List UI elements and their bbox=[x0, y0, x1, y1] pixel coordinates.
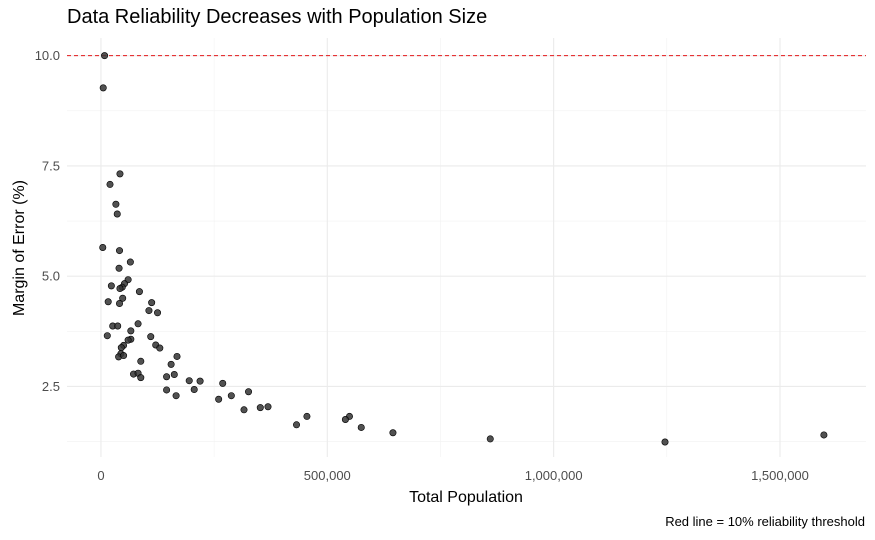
data-point bbox=[264, 403, 272, 411]
data-point bbox=[145, 307, 153, 315]
y-tick-label: 5.0 bbox=[42, 269, 60, 284]
data-point bbox=[116, 285, 124, 293]
data-point bbox=[170, 371, 178, 379]
data-point bbox=[120, 352, 128, 360]
data-point bbox=[172, 392, 180, 400]
data-point bbox=[99, 84, 107, 92]
x-axis-title: Total Population bbox=[409, 489, 523, 506]
chart-title: Data Reliability Decreases with Populati… bbox=[67, 6, 488, 28]
x-tick-label: 0 bbox=[97, 468, 104, 483]
data-point bbox=[303, 412, 311, 420]
data-point bbox=[104, 298, 112, 306]
data-point bbox=[101, 52, 109, 60]
data-point bbox=[114, 322, 122, 330]
data-point bbox=[135, 288, 143, 296]
data-point bbox=[820, 431, 828, 439]
data-point bbox=[103, 332, 111, 340]
data-point bbox=[486, 435, 494, 443]
x-tick-label: 1,000,000 bbox=[525, 468, 583, 483]
data-point bbox=[107, 282, 115, 290]
y-axis-title: Margin of Error (%) bbox=[11, 180, 28, 316]
data-point bbox=[240, 406, 248, 414]
data-point bbox=[113, 210, 121, 218]
data-point bbox=[99, 244, 107, 252]
data-point bbox=[134, 320, 142, 328]
data-point bbox=[190, 386, 198, 394]
data-point bbox=[357, 423, 365, 431]
y-tick-label: 7.5 bbox=[42, 158, 60, 173]
y-tick-label: 2.5 bbox=[42, 379, 60, 394]
data-points bbox=[99, 52, 828, 446]
data-point bbox=[116, 247, 124, 255]
data-point bbox=[119, 294, 127, 302]
data-point bbox=[163, 386, 171, 394]
y-tick-label: 10.0 bbox=[35, 48, 60, 63]
data-point bbox=[126, 258, 134, 266]
data-point bbox=[156, 344, 164, 352]
data-point bbox=[124, 336, 132, 344]
grid-lines bbox=[67, 38, 866, 457]
y-axis-ticks: 2.5 5.0 7.5 10.0 bbox=[35, 48, 60, 394]
data-point bbox=[127, 327, 135, 335]
x-axis-ticks: 0 500,000 1,000,000 1,500,000 bbox=[97, 468, 809, 483]
data-point bbox=[154, 309, 162, 317]
data-point bbox=[116, 170, 124, 178]
data-point bbox=[173, 352, 181, 360]
x-tick-label: 500,000 bbox=[304, 468, 351, 483]
data-point bbox=[389, 429, 397, 437]
data-point bbox=[167, 360, 175, 368]
data-point bbox=[163, 373, 171, 381]
x-tick-label: 1,500,000 bbox=[751, 468, 809, 483]
data-point bbox=[661, 438, 669, 446]
data-point bbox=[293, 421, 301, 429]
data-point bbox=[115, 264, 123, 272]
data-point bbox=[117, 344, 125, 352]
data-point bbox=[137, 357, 145, 365]
data-point bbox=[137, 374, 145, 382]
data-point bbox=[112, 200, 120, 208]
data-point bbox=[196, 377, 204, 385]
data-point bbox=[341, 416, 349, 424]
data-point bbox=[215, 395, 223, 403]
data-point bbox=[147, 333, 155, 341]
data-point bbox=[219, 379, 227, 387]
data-point bbox=[245, 388, 253, 396]
data-point bbox=[185, 377, 193, 385]
data-point bbox=[256, 404, 264, 412]
chart-caption: Red line = 10% reliability threshold bbox=[665, 514, 865, 529]
data-point bbox=[227, 392, 235, 400]
data-point bbox=[148, 299, 156, 307]
data-point bbox=[116, 300, 124, 308]
data-point bbox=[106, 180, 114, 188]
